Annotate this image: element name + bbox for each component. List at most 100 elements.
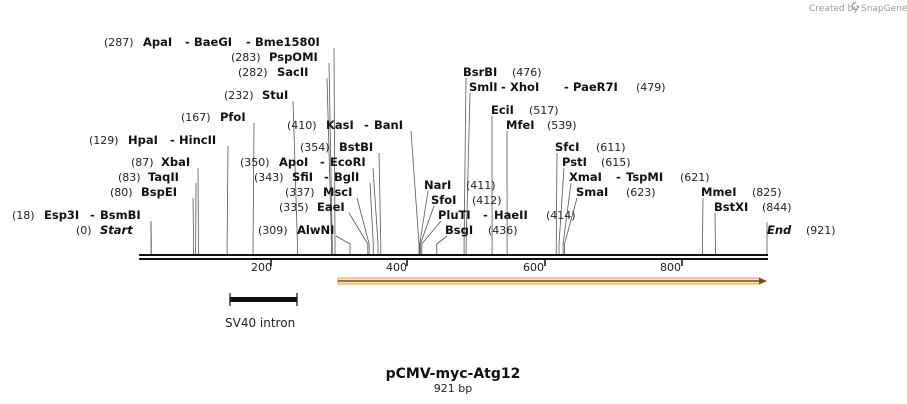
site-haeii[interactable]: HaeII [494, 208, 528, 222]
plasmid-length: 921 bp [434, 382, 472, 395]
site-esp3i[interactable]: Esp3I [44, 208, 79, 222]
site-bgli[interactable]: BglI [334, 170, 359, 184]
site-psti[interactable]: PstI [562, 155, 587, 169]
site-pos-pfoi: (167) [181, 111, 211, 124]
credit: Created by SnapGene [809, 1, 907, 14]
site-sep-pluti: - [483, 208, 488, 222]
orf-feature[interactable] [337, 277, 767, 285]
site-stui[interactable]: StuI [262, 88, 288, 102]
site-sep-apai-2: - [246, 35, 251, 49]
sequence-ends: (0) Start End (921) [76, 223, 836, 237]
site-pos-alwni: (309) [258, 224, 288, 237]
credit-brand: SnapGene [861, 4, 907, 14]
site-nari[interactable]: NarI [424, 178, 451, 192]
site-sfoi[interactable]: SfoI [431, 193, 456, 207]
site-pos-xmai: (621) [680, 171, 710, 184]
backbone-top-strand [139, 254, 768, 256]
site-pos-msci: (337) [285, 186, 315, 199]
site-leader-pluti [421, 220, 442, 254]
site-leader-apai [333, 47, 336, 254]
end-pos: (921) [806, 224, 836, 237]
site-sfii[interactable]: SfiI [292, 170, 313, 184]
sv40-intron-feature[interactable]: SV40 intron [225, 293, 298, 330]
site-xbai[interactable]: XbaI [161, 155, 190, 169]
site-bspei[interactable]: BspEI [141, 185, 177, 199]
site-msci[interactable]: MscI [323, 185, 352, 199]
site-baegi[interactable]: BaeGI [194, 35, 232, 49]
site-sep-esp3i: - [90, 208, 95, 222]
plasmid-title: pCMV-myc-Atg12 [386, 366, 521, 382]
site-sacii[interactable]: SacII [277, 65, 308, 79]
site-xmai[interactable]: XmaI [569, 170, 602, 184]
site-tspmi[interactable]: TspMI [626, 170, 663, 184]
site-leader-bsgi [436, 235, 448, 254]
site-leader-sfoi [419, 205, 435, 254]
site-leader-smli [465, 92, 471, 254]
site-leader-eaei [348, 212, 369, 254]
site-mmei[interactable]: MmeI [701, 185, 737, 199]
site-leader-pspomi [328, 62, 333, 254]
site-pos-hpai: (129) [89, 134, 119, 147]
site-eaei[interactable]: EaeI [317, 200, 345, 214]
site-smai[interactable]: SmaI [576, 185, 608, 199]
site-bstbi[interactable]: BstBI [339, 140, 373, 154]
site-leader-sfci [555, 152, 558, 254]
site-leader-nari [419, 190, 429, 254]
site-leader-bspei [192, 197, 195, 254]
site-hincii[interactable]: HincII [179, 133, 216, 147]
sv40-intron-bar[interactable] [230, 297, 297, 302]
start-pos: (0) [76, 224, 92, 237]
site-pos-smli: (479) [636, 81, 666, 94]
site-bme1580i[interactable]: Bme1580I [255, 35, 320, 49]
sv40-intron-label: SV40 intron [225, 316, 295, 330]
site-bstxi[interactable]: BstXI [714, 200, 748, 214]
site-labels: (287) ApaI - BaeGI - Bme1580I (283) PspO… [12, 35, 792, 237]
ruler-label-200: 200 [251, 261, 272, 274]
site-leader-bsrbi [463, 77, 467, 254]
site-bani[interactable]: BanI [374, 118, 403, 132]
site-paer7i[interactable]: PaeR7I [573, 80, 618, 94]
site-pos-sfii: (343) [254, 171, 284, 184]
site-pfoi[interactable]: PfoI [220, 110, 246, 124]
site-bsmbi[interactable]: BsmBI [100, 208, 141, 222]
site-sep-apai-1: - [185, 35, 190, 49]
site-sep-smli-1: - [501, 80, 506, 94]
site-pos-apoi: (350) [240, 156, 270, 169]
site-pos-bsgi: (436) [488, 224, 518, 237]
site-xhoi[interactable]: XhoI [510, 80, 539, 94]
site-pos-xbai: (87) [131, 156, 154, 169]
site-bsrbi[interactable]: BsrBI [463, 65, 497, 79]
end-label: End [767, 223, 792, 237]
site-smli[interactable]: SmlI [469, 80, 498, 94]
site-sfci[interactable]: SfcI [555, 140, 579, 154]
site-bsgi[interactable]: BsgI [445, 223, 473, 237]
site-leader-pfoi [252, 122, 255, 254]
site-ecori[interactable]: EcoRI [330, 155, 366, 169]
site-sep-xmai: - [616, 170, 621, 184]
site-ecii[interactable]: EciI [491, 103, 514, 117]
site-pos-bstxi: (844) [762, 201, 792, 214]
site-apoi[interactable]: ApoI [279, 155, 308, 169]
site-pspomi[interactable]: PspOMI [269, 50, 318, 64]
site-taqii[interactable]: TaqII [148, 170, 179, 184]
orf-arrow-head [759, 277, 767, 285]
site-kasi[interactable]: KasI [326, 118, 354, 132]
site-pos-mmei: (825) [752, 186, 782, 199]
site-pluti[interactable]: PluTI [438, 208, 471, 222]
site-leader-kasi [410, 130, 420, 254]
site-alwni[interactable]: AlwNI [297, 223, 334, 237]
site-apai[interactable]: ApaI [143, 35, 172, 49]
site-hpai[interactable]: HpaI [128, 133, 158, 147]
ruler-label-600: 600 [523, 261, 544, 274]
site-pos-kasi: (410) [287, 119, 317, 132]
site-leader-sfii [369, 182, 374, 254]
site-pos-psti: (615) [601, 156, 631, 169]
site-pos-stui: (232) [224, 89, 254, 102]
site-leader-hpai [226, 145, 229, 254]
site-leader-apoi [372, 167, 379, 254]
site-mfei[interactable]: MfeI [506, 118, 535, 132]
site-leader-xmai [562, 182, 572, 254]
backbone-bottom-strand [139, 258, 768, 260]
sequence-backbone [139, 254, 768, 260]
